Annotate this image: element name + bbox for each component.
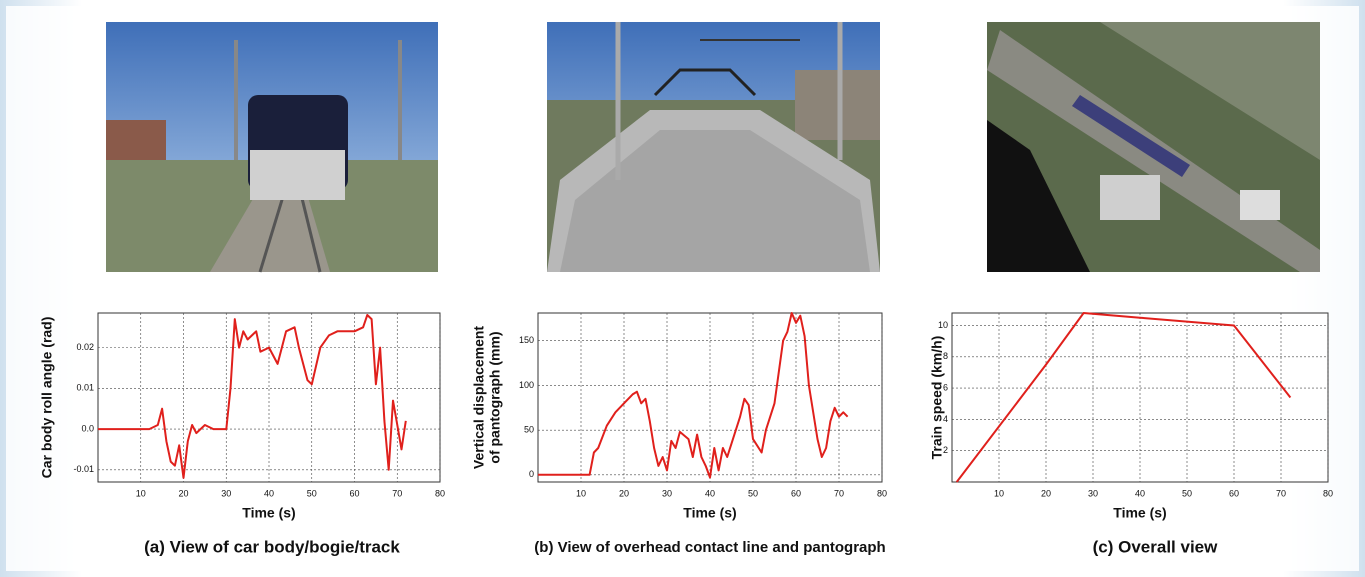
y-axis-label: of pantograph (mm) (487, 331, 503, 463)
y-tick-label: 10 (938, 320, 948, 330)
y-axis-label: Vertical displacement (471, 326, 487, 470)
x-tick-label: 20 (619, 488, 629, 498)
x-tick-label: 20 (178, 488, 188, 498)
caption: (a) View of car body/bogie/track (144, 537, 400, 556)
x-tick-label: 70 (834, 488, 844, 498)
x-tick-label: 50 (748, 488, 758, 498)
x-axis-label: Time (s) (242, 505, 295, 521)
caption: (c) Overall view (1093, 537, 1219, 556)
caption: (b) View of overhead contact line and pa… (534, 539, 885, 556)
x-tick-label: 70 (1276, 488, 1286, 498)
x-tick-label: 20 (1041, 488, 1051, 498)
x-tick-label: 10 (994, 488, 1004, 498)
x-tick-label: 80 (877, 488, 887, 498)
x-tick-label: 80 (435, 488, 445, 498)
y-tick-label: 0.0 (81, 423, 94, 433)
y-tick-label: -0.01 (73, 464, 94, 474)
x-axis-label: Time (s) (1113, 505, 1166, 521)
y-tick-label: 50 (524, 425, 534, 435)
x-tick-label: 30 (221, 488, 231, 498)
x-tick-label: 60 (349, 488, 359, 498)
x-tick-label: 50 (1182, 488, 1192, 498)
x-tick-label: 60 (791, 488, 801, 498)
y-tick-label: 100 (519, 380, 534, 390)
x-tick-label: 40 (705, 488, 715, 498)
x-tick-label: 40 (1135, 488, 1145, 498)
figure: 10 20 30 40 50 60 70 80 -0.01 0.0 0.01 0.02 Time (s)… (0, 0, 1365, 577)
y-tick-label: 0.01 (76, 383, 94, 393)
y-axis-label: Train speed (km/h) (929, 336, 945, 460)
x-tick-label: 80 (1323, 488, 1333, 498)
x-tick-label: 30 (1088, 488, 1098, 498)
x-tick-label: 70 (392, 488, 402, 498)
y-tick-label: 150 (519, 335, 534, 345)
x-axis-label: Time (s) (683, 505, 736, 521)
x-tick-label: 60 (1229, 488, 1239, 498)
x-tick-label: 40 (264, 488, 274, 498)
image-pantograph (547, 22, 880, 272)
y-axis-label: Car body roll angle (rad) (39, 317, 55, 479)
x-tick-label: 10 (576, 488, 586, 498)
x-tick-label: 30 (662, 488, 672, 498)
x-tick-label: 10 (136, 488, 146, 498)
x-tick-label: 50 (307, 488, 317, 498)
y-tick-label: 0.02 (76, 342, 94, 352)
image-overall (987, 22, 1320, 272)
image-car-body (106, 22, 438, 272)
y-tick-label: 0 (529, 469, 534, 479)
